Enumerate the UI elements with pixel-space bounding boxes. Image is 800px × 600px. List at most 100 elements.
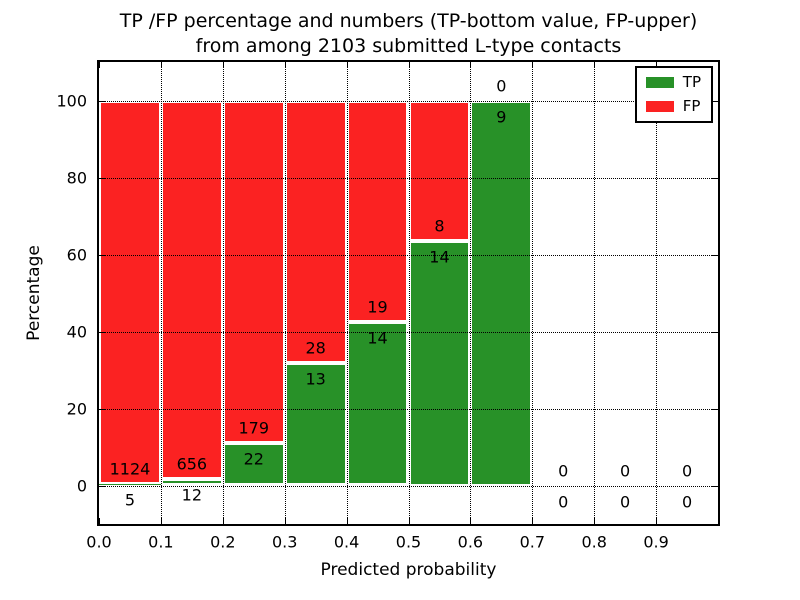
bar-segment-fp bbox=[222, 100, 285, 444]
x-tick-mark bbox=[532, 518, 534, 524]
fp-count-label: 1124 bbox=[109, 459, 151, 479]
x-tick-mark-top bbox=[594, 62, 596, 68]
gridline-horizontal bbox=[99, 485, 718, 487]
gridline-vertical bbox=[160, 62, 162, 524]
y-tick-mark bbox=[99, 254, 105, 256]
gridline-vertical bbox=[408, 62, 410, 524]
x-tick-mark bbox=[99, 518, 100, 524]
x-tick-mark bbox=[470, 518, 472, 524]
x-tick-mark-top bbox=[408, 62, 410, 68]
bar-segment-fp bbox=[99, 100, 161, 484]
bar-segment-tp bbox=[99, 483, 161, 486]
gridline-vertical bbox=[594, 62, 596, 524]
y-tick-mark-right bbox=[712, 331, 718, 333]
y-tick-mark bbox=[99, 485, 105, 487]
tp-count-label: 12 bbox=[181, 485, 203, 505]
chart-title-line2: from among 2103 submitted L-type contact… bbox=[195, 35, 622, 58]
gridline-vertical bbox=[284, 62, 286, 524]
y-tick-mark bbox=[99, 331, 105, 333]
y-tick-mark-right bbox=[712, 177, 718, 179]
chart-title-line1: TP /FP percentage and numbers (TP-bottom… bbox=[119, 10, 698, 32]
x-tick-mark bbox=[222, 518, 224, 524]
x-tick-label: 0.9 bbox=[643, 532, 669, 552]
tp-count-label: 13 bbox=[305, 369, 326, 389]
x-tick-mark-top bbox=[470, 62, 472, 68]
y-tick-mark bbox=[99, 408, 105, 410]
x-tick-mark bbox=[346, 518, 348, 524]
legend-entry-tp: TP bbox=[645, 73, 701, 91]
tp-count-label: 5 bbox=[124, 490, 136, 510]
fp-count-label: 19 bbox=[367, 297, 388, 317]
bar-segment-fp bbox=[160, 100, 223, 479]
x-tick-label: 0.5 bbox=[395, 532, 422, 552]
x-tick-mark bbox=[656, 518, 658, 524]
bar-segment-tp bbox=[470, 100, 533, 486]
fp-count-label: 656 bbox=[176, 454, 208, 474]
x-tick-mark-top bbox=[656, 62, 658, 68]
fp-count-label: 0 bbox=[558, 461, 569, 480]
x-tick-mark bbox=[408, 518, 410, 524]
x-tick-label: 0.4 bbox=[333, 532, 360, 552]
y-tick-mark-right bbox=[712, 254, 718, 256]
y-tick-label: 60 bbox=[66, 245, 87, 264]
y-tick-label: 40 bbox=[66, 322, 87, 341]
bar-segment-fp bbox=[346, 100, 409, 323]
legend-label-tp: TP bbox=[682, 73, 701, 91]
bar-segment-fp bbox=[284, 100, 347, 364]
gridline-horizontal bbox=[99, 177, 718, 179]
fp-count-label: 0 bbox=[620, 461, 631, 480]
legend-swatch-tp-icon bbox=[645, 77, 674, 88]
x-tick-mark-top bbox=[532, 62, 534, 68]
tp-count-label: 22 bbox=[243, 449, 264, 469]
y-tick-label: 0 bbox=[76, 476, 87, 495]
x-tick-mark-top bbox=[284, 62, 286, 68]
bar-segment-tp bbox=[346, 322, 409, 486]
bar-segment-tp bbox=[408, 240, 471, 486]
tp-count-label: 14 bbox=[367, 328, 388, 348]
fp-count-label: 0 bbox=[496, 76, 507, 95]
x-tick-mark-top bbox=[99, 62, 100, 68]
gridline-vertical bbox=[346, 62, 348, 524]
plot-area: TP FP 1124 5 656 12 179 22 28 13 19 14 8 14 0 9 0 0 0 0 0 0… bbox=[56, 60, 720, 552]
x-tick-label: 0.2 bbox=[210, 532, 236, 552]
gridline-vertical bbox=[222, 62, 224, 524]
gridline-vertical bbox=[470, 62, 472, 524]
bar-segment-tp bbox=[284, 363, 347, 486]
x-tick-mark-top bbox=[346, 62, 348, 68]
gridline-vertical bbox=[656, 62, 658, 524]
legend-entry-fp: FP bbox=[645, 97, 701, 115]
bar-segment-fp bbox=[408, 100, 471, 241]
gridline-horizontal bbox=[99, 100, 718, 102]
chart-title: TP /FP percentage and numbers (TP-bottom… bbox=[97, 9, 720, 59]
tp-count-label: 14 bbox=[429, 247, 450, 266]
legend-label-fp: FP bbox=[682, 97, 701, 115]
y-tick-mark bbox=[99, 100, 105, 102]
x-tick-label: 0.6 bbox=[457, 532, 484, 552]
y-tick-label: 100 bbox=[56, 91, 87, 110]
x-tick-mark bbox=[284, 518, 286, 524]
x-tick-label: 0.3 bbox=[271, 532, 298, 552]
y-tick-label: 20 bbox=[66, 399, 87, 418]
fp-count-label: 179 bbox=[238, 418, 270, 438]
y-axis-label: Percentage bbox=[24, 245, 44, 341]
y-tick-mark-right bbox=[712, 100, 718, 102]
gridline-horizontal bbox=[99, 254, 718, 256]
y-tick-mark-right bbox=[712, 485, 718, 487]
x-tick-label: 0.1 bbox=[148, 532, 174, 552]
legend: TP FP bbox=[634, 66, 713, 123]
x-tick-mark bbox=[594, 518, 596, 524]
x-tick-mark-top bbox=[222, 62, 224, 68]
x-tick-mark bbox=[160, 518, 162, 524]
tp-count-label: 0 bbox=[681, 492, 693, 511]
gridline-vertical bbox=[532, 62, 534, 524]
fp-count-label: 0 bbox=[681, 461, 693, 480]
x-tick-label: 0.8 bbox=[581, 532, 607, 552]
tp-count-label: 0 bbox=[620, 492, 631, 511]
legend-swatch-fp-icon bbox=[645, 101, 674, 112]
gridline-horizontal bbox=[99, 331, 718, 333]
fp-count-label: 28 bbox=[305, 338, 326, 358]
x-tick-label: 0.0 bbox=[86, 532, 112, 552]
y-tick-mark bbox=[99, 177, 105, 179]
y-tick-mark-right bbox=[712, 408, 718, 410]
